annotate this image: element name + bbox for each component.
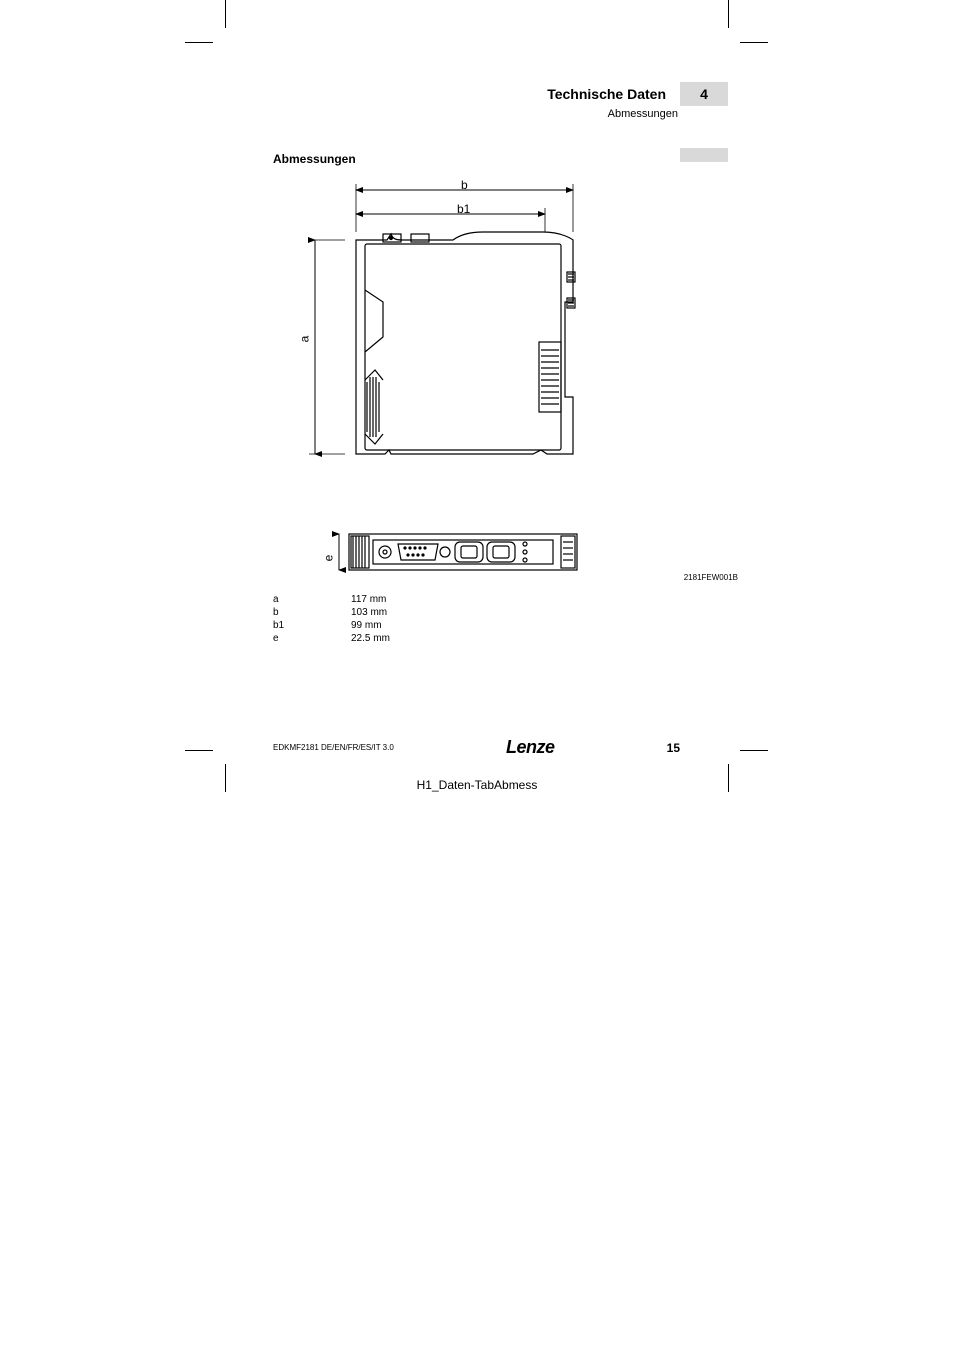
dim-key: b1 bbox=[273, 620, 291, 631]
table-row: e 22.5 mm bbox=[273, 633, 390, 644]
dim-label-b: b bbox=[461, 178, 468, 192]
dimensions-table: a 117 mm b 103 mm b1 99 mm e 22.5 mm bbox=[273, 594, 390, 646]
crop-mark bbox=[728, 0, 729, 28]
header-title-row: Technische Daten 4 bbox=[547, 82, 728, 106]
dimensions-diagram: b b1 a e bbox=[283, 172, 693, 582]
crop-mark bbox=[728, 764, 729, 792]
page-number: 15 bbox=[667, 741, 680, 755]
dim-label-e: e bbox=[321, 555, 335, 562]
crop-mark bbox=[225, 0, 226, 28]
dim-label-a: a bbox=[297, 336, 311, 343]
footer-tag: H1_Daten-TabAbmess bbox=[417, 778, 538, 792]
crop-mark bbox=[225, 764, 226, 792]
chapter-number-box: 4 bbox=[680, 82, 728, 106]
crop-mark bbox=[740, 42, 768, 43]
crop-mark bbox=[185, 750, 213, 751]
table-row: a 117 mm bbox=[273, 594, 390, 605]
crop-mark bbox=[185, 42, 213, 43]
dim-value: 117 mm bbox=[351, 594, 386, 605]
header-subtitle: Abmessungen bbox=[547, 108, 678, 120]
section-gray-tab bbox=[680, 148, 728, 162]
page-header: Technische Daten 4 Abmessungen bbox=[547, 82, 728, 120]
table-row: b 103 mm bbox=[273, 607, 390, 618]
dim-key: a bbox=[273, 594, 291, 605]
diagram-reference: 2181FEW001B bbox=[684, 573, 738, 582]
dim-value: 103 mm bbox=[351, 607, 387, 618]
document-id: EDKMF2181 DE/EN/FR/ES/IT 3.0 bbox=[273, 743, 394, 752]
dim-label-b1: b1 bbox=[457, 202, 470, 216]
page-footer: EDKMF2181 DE/EN/FR/ES/IT 3.0 Lenze 15 bbox=[273, 737, 680, 758]
lenze-logo: Lenze bbox=[506, 737, 555, 758]
technical-drawing-svg bbox=[283, 172, 693, 582]
dim-key: e bbox=[273, 633, 291, 644]
dim-value: 99 mm bbox=[351, 620, 382, 631]
header-title: Technische Daten bbox=[547, 86, 666, 102]
section-title: Abmessungen bbox=[273, 152, 356, 166]
dim-value: 22.5 mm bbox=[351, 633, 390, 644]
page: Technische Daten 4 Abmessungen Abmessung… bbox=[225, 42, 728, 752]
dim-key: b bbox=[273, 607, 291, 618]
chapter-number: 4 bbox=[700, 86, 708, 102]
crop-mark bbox=[740, 750, 768, 751]
table-row: b1 99 mm bbox=[273, 620, 390, 631]
